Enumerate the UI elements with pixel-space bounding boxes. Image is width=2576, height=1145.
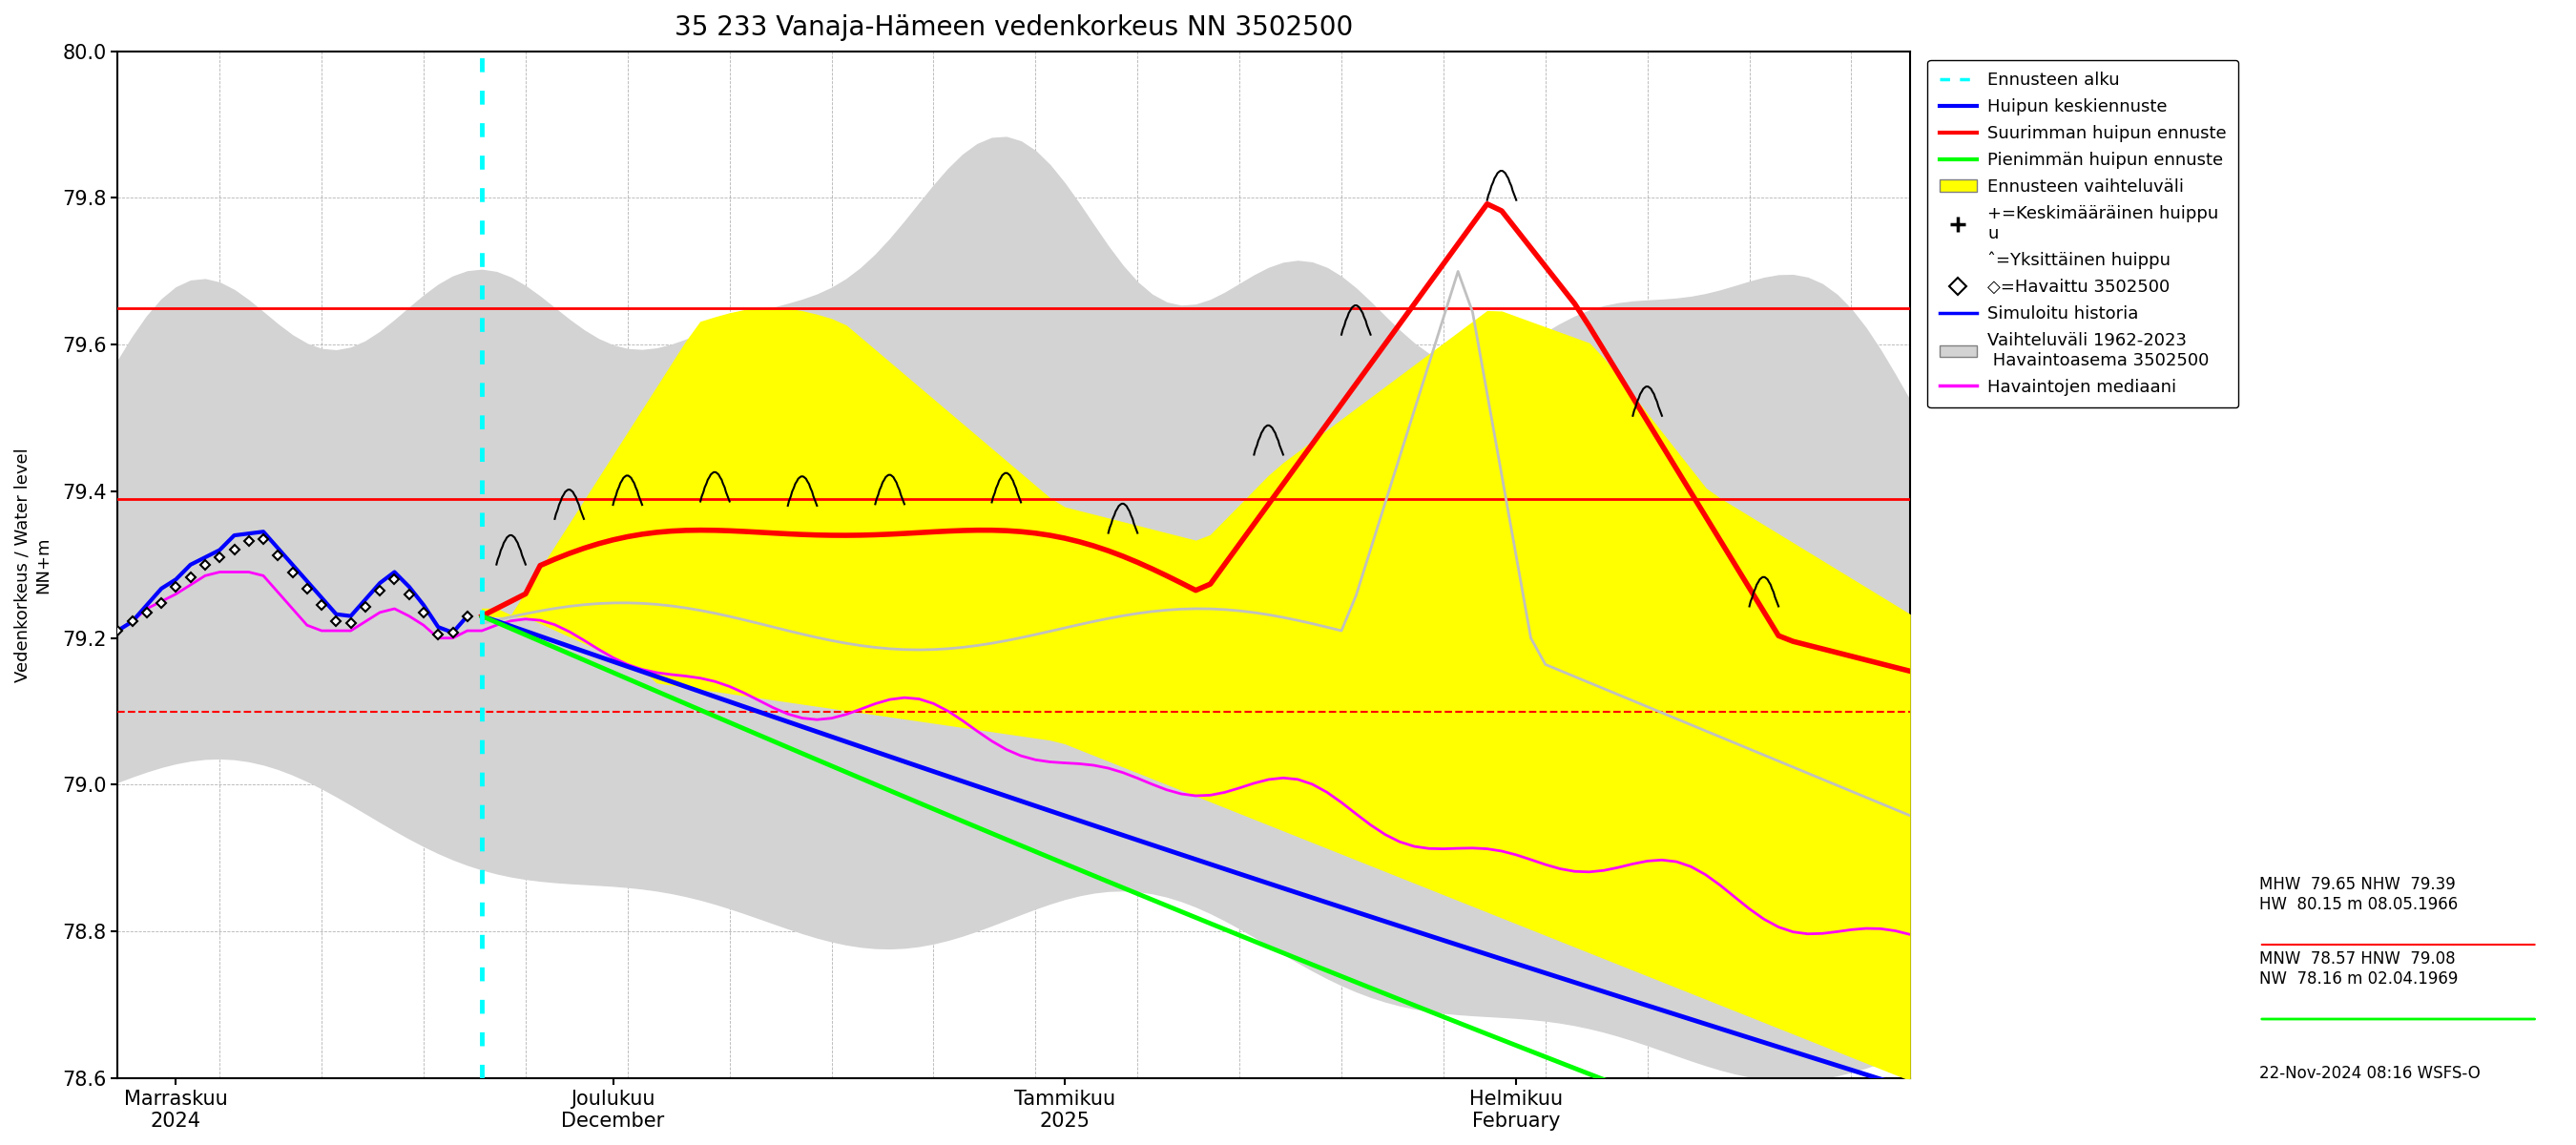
- Legend: Ennusteen alku, Huipun keskiennuste, Suurimman huipun ennuste, Pienimmän huipun : Ennusteen alku, Huipun keskiennuste, Suu…: [1927, 60, 2239, 408]
- Text: MNW  78.57 HNW  79.08
NW  78.16 m 02.04.1969: MNW 78.57 HNW 79.08 NW 78.16 m 02.04.196…: [2259, 950, 2458, 987]
- Text: 22-Nov-2024 08:16 WSFS-O: 22-Nov-2024 08:16 WSFS-O: [2259, 1065, 2481, 1082]
- Text: MHW  79.65 NHW  79.39
HW  80.15 m 08.05.1966: MHW 79.65 NHW 79.39 HW 80.15 m 08.05.196…: [2259, 876, 2458, 913]
- Y-axis label: Vedenkorkeus / Water level
NN+m: Vedenkorkeus / Water level NN+m: [15, 448, 52, 682]
- Title: 35 233 Vanaja-Hämeen vedenkorkeus NN 3502500: 35 233 Vanaja-Hämeen vedenkorkeus NN 350…: [675, 14, 1352, 41]
